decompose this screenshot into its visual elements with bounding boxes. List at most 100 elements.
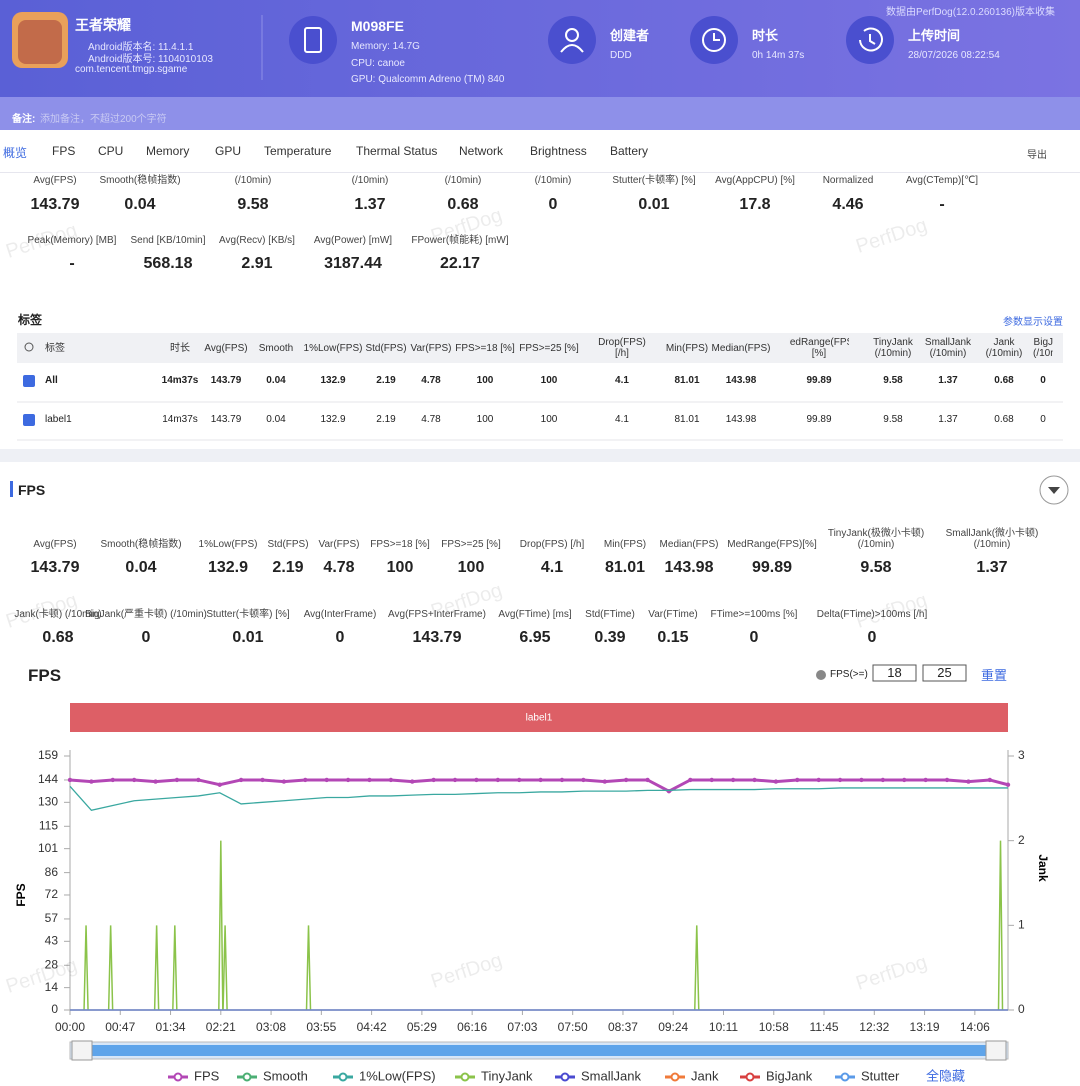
legend-swatch	[338, 1072, 348, 1082]
version-code: Android版本号: 1104010103	[88, 54, 213, 65]
legend-label[interactable]: BigJank	[766, 1068, 813, 1083]
scroll-handle[interactable]	[985, 1040, 1007, 1061]
tab[interactable]: Network	[459, 144, 504, 158]
tab[interactable]: Memory	[146, 144, 190, 158]
stat-label: FPS>=25 [%]	[441, 539, 501, 550]
clock-glyph	[702, 28, 726, 52]
stat-label: Smooth(稳帧指数)	[100, 539, 182, 550]
cell: 100	[540, 375, 558, 386]
checkbox[interactable]	[23, 414, 35, 426]
stat-value: 2.91	[241, 255, 273, 272]
cell: 4.78	[421, 414, 441, 425]
legend-label[interactable]: Stutter	[861, 1068, 900, 1083]
point	[303, 777, 308, 783]
point	[559, 777, 565, 783]
scroll-handle[interactable]	[71, 1040, 93, 1061]
stat-label: BigJank(严重卡顿) (/10min)	[85, 609, 207, 620]
stat-label: Median(FPS)	[659, 539, 719, 550]
stat-label: Jank(卡顿) (/10min)	[14, 609, 102, 620]
legend-label[interactable]: SmallJank	[581, 1068, 641, 1083]
spike	[107, 925, 114, 1011]
column-header: Drop(FPS) [/h]	[598, 337, 646, 359]
point	[666, 788, 672, 794]
column-header: 时长	[170, 342, 190, 354]
stat-value: 0.04	[125, 559, 157, 576]
legend-swatch	[460, 1072, 470, 1082]
stat-value: 3187.44	[324, 255, 382, 272]
hide-all[interactable]: 全隐藏	[926, 1068, 965, 1083]
cell: 2.19	[376, 414, 396, 425]
tab[interactable]: FPS	[52, 144, 76, 158]
column-header: TinyJank (/10min)	[873, 337, 913, 359]
y-tick-label: 115	[39, 818, 58, 832]
x-tick-label: 08:37	[608, 1020, 638, 1034]
point	[67, 777, 73, 783]
y-tick-label: 130	[38, 794, 58, 808]
tab[interactable]: Thermal Status	[356, 144, 438, 158]
watermark: PerfDog	[3, 954, 80, 998]
tab[interactable]: Battery	[610, 144, 649, 158]
cell: 100	[476, 414, 494, 425]
tab[interactable]: GPU	[215, 144, 242, 158]
scrollbar[interactable]	[69, 1041, 1009, 1060]
export-button[interactable]: 导出	[1027, 150, 1047, 161]
cell: 143.98	[725, 414, 757, 425]
note-input[interactable]: 添加备注，不超过200个字符	[40, 114, 167, 125]
stat-value: 4.78	[323, 559, 355, 576]
scroll-range[interactable]	[90, 1045, 988, 1056]
y-tick-label: 144	[38, 772, 58, 786]
tab[interactable]: Temperature	[264, 144, 332, 158]
legend-label[interactable]: FPS	[194, 1068, 220, 1083]
column-header: Median(FPS)	[711, 342, 771, 354]
tab-bar	[0, 130, 1080, 173]
upload-value: 28/07/2026 08:22:54	[908, 50, 1000, 61]
stat-label: Avg(CTemp)[℃]	[905, 175, 979, 186]
header-icons	[12, 12, 894, 80]
tags-settings[interactable]: 参数显示设置	[1003, 317, 1063, 328]
y-tick-label: 159	[38, 748, 58, 762]
legend-label[interactable]: Jank	[691, 1068, 719, 1083]
x-tick-label: 13:19	[910, 1020, 940, 1034]
cell: 1.37	[938, 375, 958, 386]
reset-button[interactable]: 重置	[981, 668, 1008, 683]
column-header: SmallJank (/10min)	[924, 337, 972, 359]
legend-label[interactable]: 1%Low(FPS)	[359, 1068, 436, 1083]
tab[interactable]: CPU	[98, 144, 124, 158]
point	[902, 777, 907, 783]
point	[174, 777, 180, 783]
column-header: Smooth	[258, 342, 294, 354]
history-glyph	[869, 34, 876, 45]
point	[431, 777, 436, 783]
device-icon	[289, 16, 337, 64]
tab[interactable]: Brightness	[530, 144, 587, 158]
legend-swatch	[745, 1072, 755, 1082]
point	[773, 779, 779, 784]
point	[859, 777, 864, 783]
stat-value: 9.58	[237, 196, 269, 213]
tab[interactable]: 概览	[3, 146, 28, 160]
note-bar	[0, 97, 1080, 130]
stat-value: 1.37	[976, 559, 1008, 576]
device-gpu: GPU: Qualcomm Adreno (TM) 840	[351, 74, 505, 85]
stat-label: Peak(Memory) [MB]	[27, 235, 117, 246]
cell: 81.01	[674, 375, 700, 386]
cell: All	[45, 375, 58, 386]
column-header: BigJank (/10min)	[1033, 337, 1053, 359]
legend-swatch	[560, 1072, 570, 1082]
cell: 4.1	[615, 414, 629, 425]
series-line	[69, 778, 1009, 793]
legend-label[interactable]: Smooth	[263, 1068, 308, 1083]
stat-label: Avg(FPS)	[33, 539, 77, 550]
column-header: FPS>=25 [%]	[519, 342, 579, 354]
checkbox[interactable]	[23, 375, 35, 387]
stat-label: Avg(FTime) [ms]	[498, 609, 572, 620]
point	[837, 777, 843, 783]
cell: 99.89	[806, 375, 832, 386]
stat-value: 9.58	[860, 559, 892, 576]
threshold-value[interactable]: 18	[887, 665, 902, 680]
x-tick-label: 05:29	[407, 1020, 437, 1034]
spike	[83, 925, 89, 1011]
threshold-value[interactable]: 25	[937, 665, 952, 680]
collapse-button[interactable]	[1039, 475, 1069, 505]
legend-label[interactable]: TinyJank	[481, 1068, 533, 1083]
